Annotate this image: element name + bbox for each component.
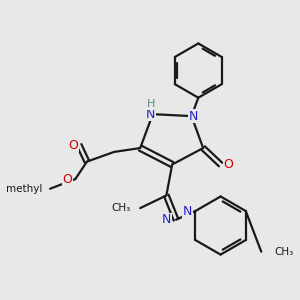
- Text: H: H: [147, 100, 155, 110]
- Text: CH₃: CH₃: [275, 247, 294, 257]
- Text: O: O: [68, 139, 78, 152]
- Text: O: O: [63, 172, 73, 186]
- Text: N: N: [146, 108, 155, 121]
- Text: CH₃: CH₃: [111, 203, 130, 213]
- Text: O: O: [224, 158, 233, 171]
- Text: N: N: [183, 205, 192, 218]
- Text: methyl: methyl: [6, 184, 42, 194]
- Text: N: N: [162, 213, 171, 226]
- Text: N: N: [189, 110, 198, 123]
